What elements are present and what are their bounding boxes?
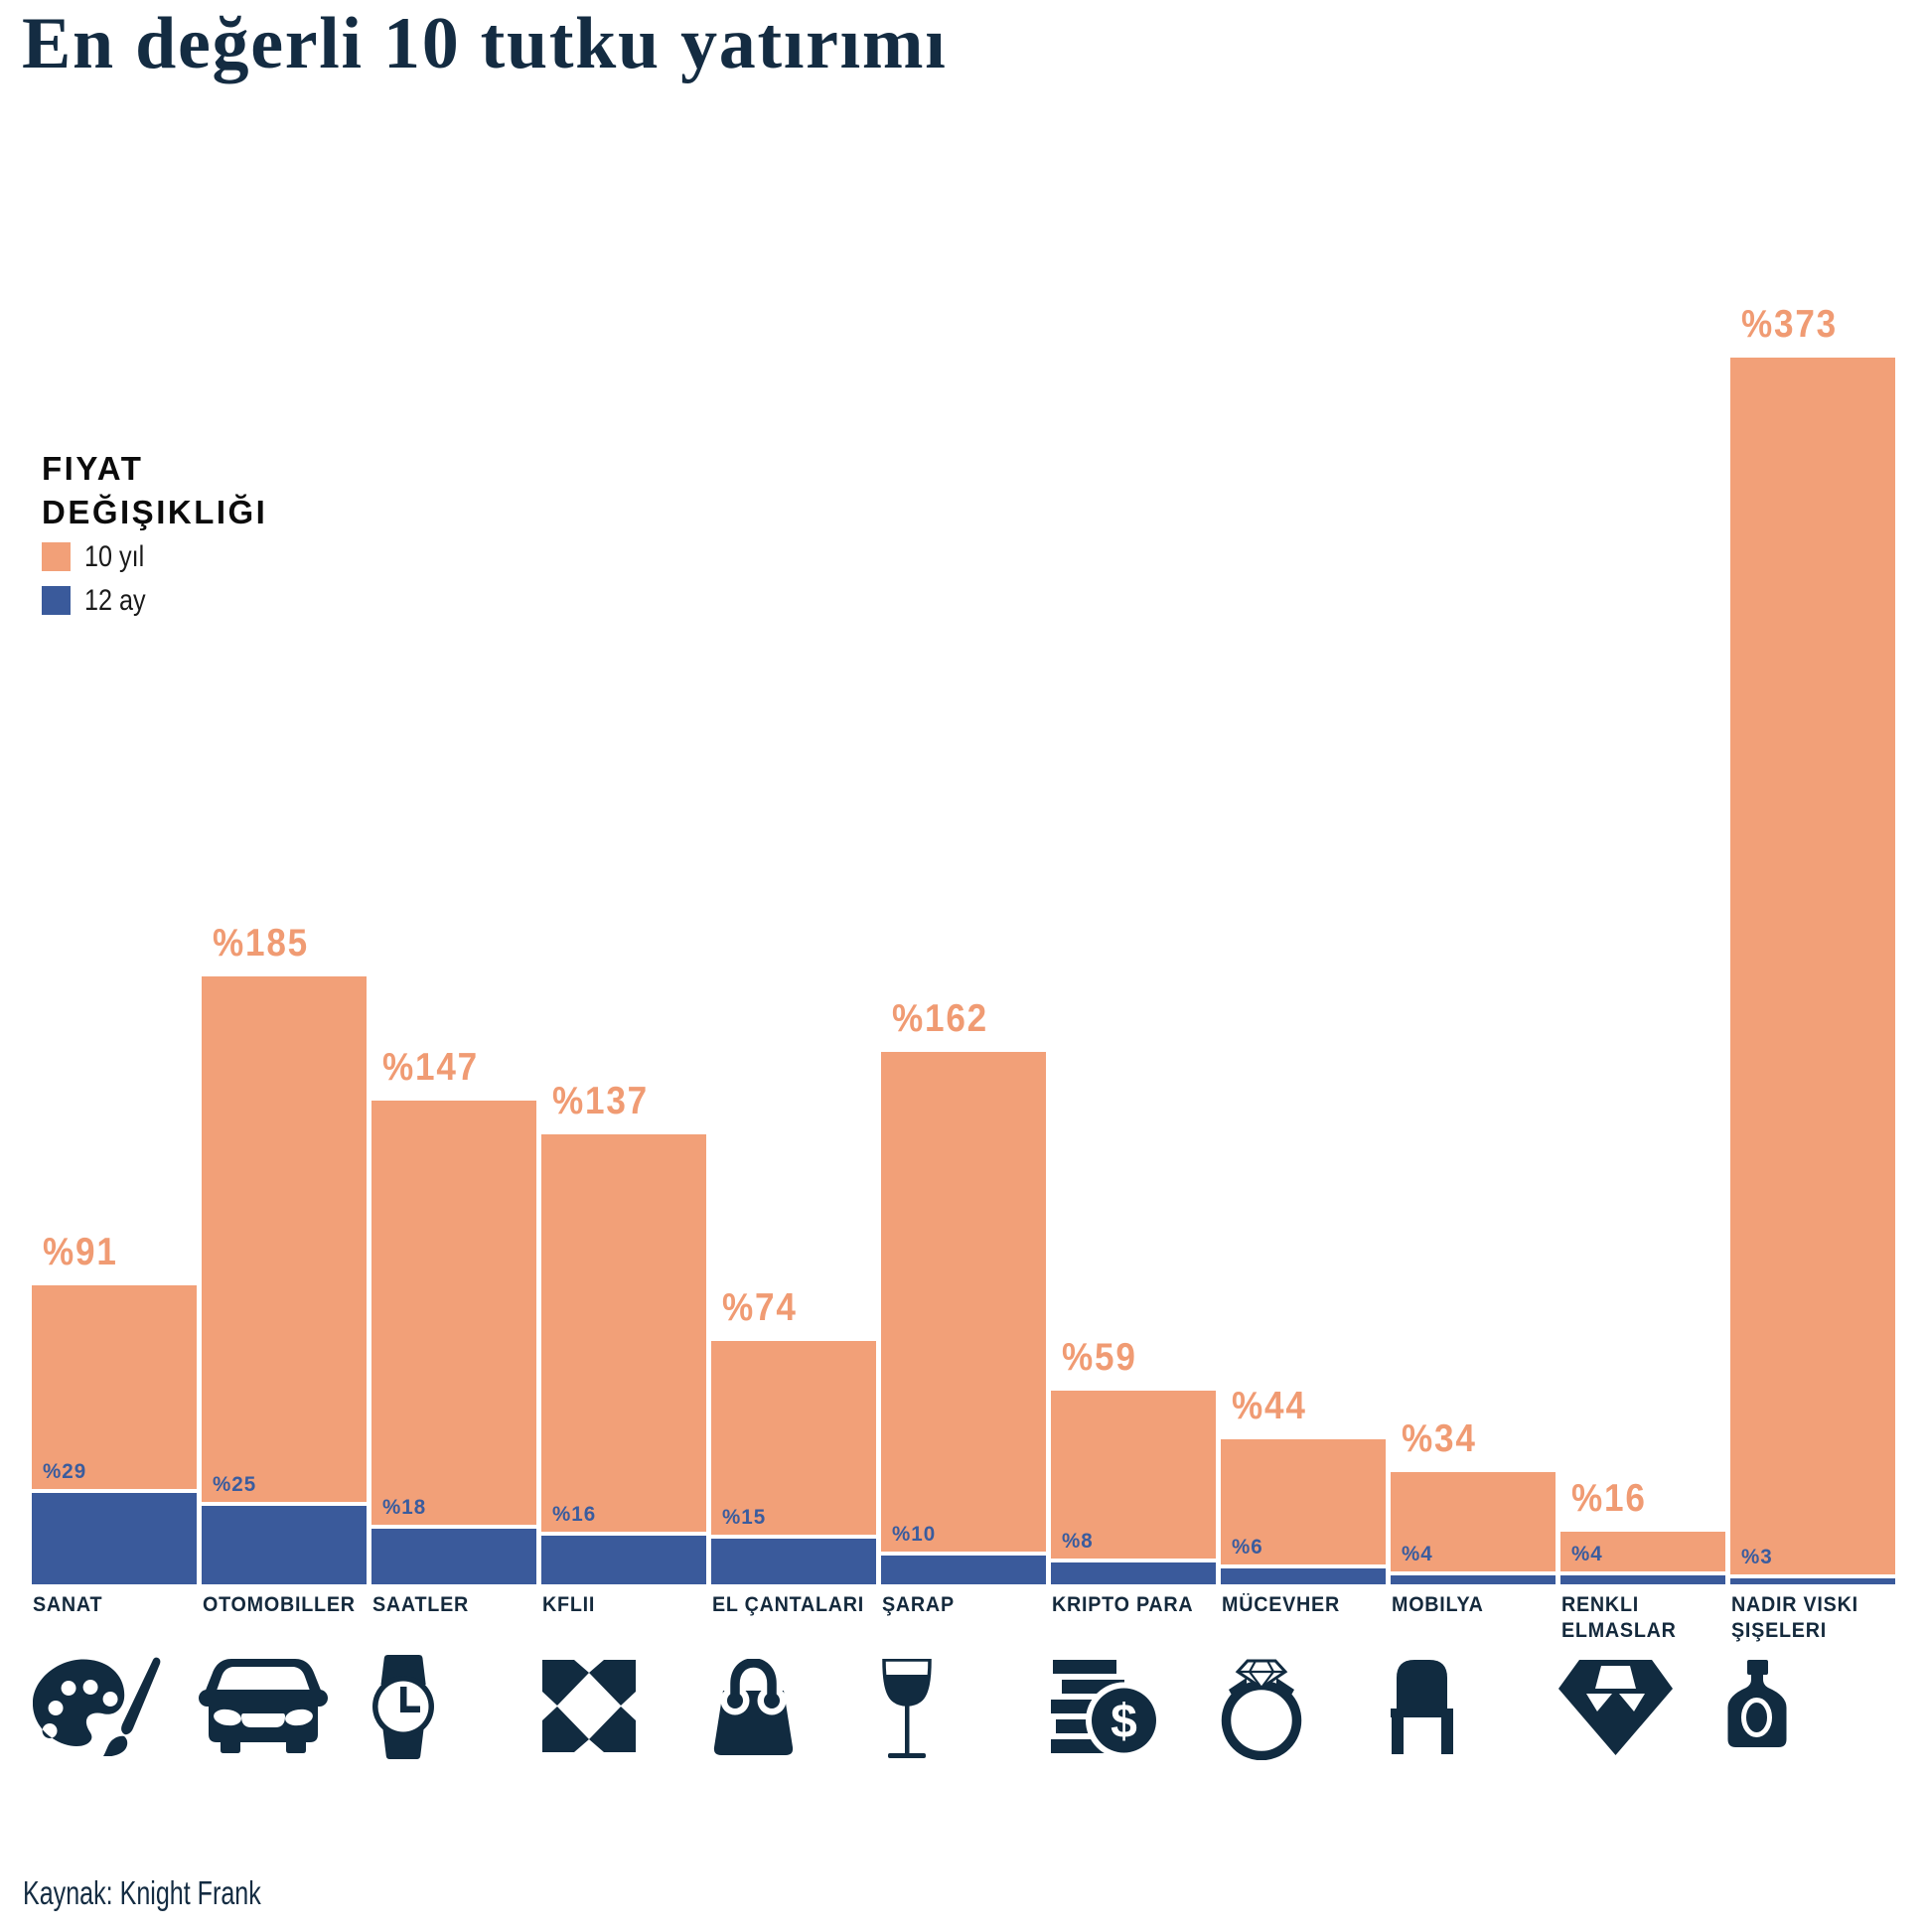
svg-text:$: $ <box>1111 1696 1137 1748</box>
